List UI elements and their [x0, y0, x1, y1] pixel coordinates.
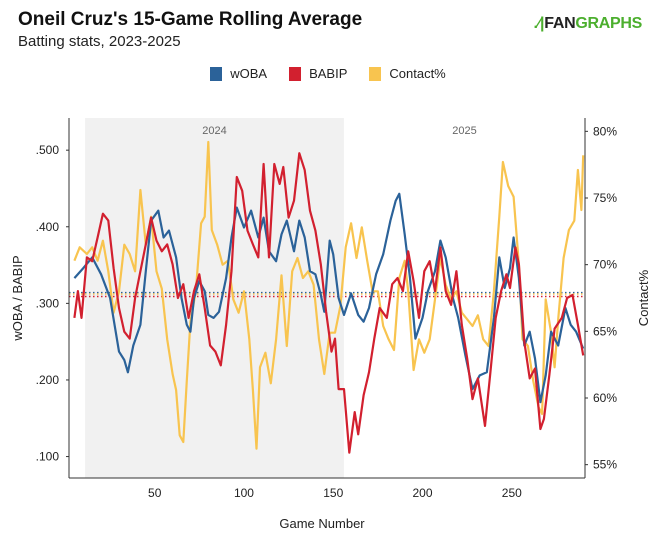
legend-swatch-babip	[289, 66, 302, 81]
x-tick-label: 200	[413, 486, 433, 500]
series-line-woba	[73, 192, 585, 404]
y-right-tick-label: 75%	[593, 191, 617, 205]
y-right-tick-label: 60%	[593, 391, 617, 405]
chart-title: Oneil Cruz's 15-Game Rolling Average	[18, 9, 363, 30]
fangraphs-logo: .⁄|FANGRAPHS	[533, 15, 643, 33]
legend-label-contact: Contact%	[389, 66, 446, 81]
x-tick-label: 150	[323, 486, 343, 500]
logo-player-icon: .⁄|	[533, 15, 545, 32]
logo-text-fan: FAN	[544, 15, 576, 32]
legend-swatch-contact	[369, 66, 382, 81]
chart-subtitle: Batting stats, 2023-2025	[18, 33, 181, 50]
legend-swatch-woba	[210, 66, 223, 81]
y-right-tick-label: 80%	[593, 124, 617, 138]
y-left-tick-label: .400	[36, 220, 60, 234]
x-tick-label: 100	[234, 486, 254, 500]
y-left-tick-label: .500	[36, 143, 60, 157]
y-axis-right-label: Contact%	[636, 269, 651, 326]
season-label-2025: 2025	[452, 125, 476, 137]
series-line-babip	[73, 152, 585, 454]
legend-item-woba: wOBA	[210, 66, 267, 81]
y-right-tick-label: 70%	[593, 258, 617, 272]
y-right-tick-label: 55%	[593, 458, 617, 472]
logo-text-graphs: GRAPHS	[575, 15, 642, 32]
season-band-2024	[85, 118, 344, 478]
y-left-tick-label: .200	[36, 373, 60, 387]
y-left-tick-label: .300	[36, 296, 60, 310]
legend-item-babip: BABIP	[289, 66, 347, 81]
legend-item-contact: Contact%	[369, 66, 446, 81]
y-axis-left-label: wOBA / BABIP	[10, 255, 25, 341]
x-axis-label: Game Number	[279, 516, 365, 531]
x-tick-label: 50	[148, 486, 162, 500]
y-left-tick-label: .100	[36, 450, 60, 464]
season-label-2024: 2024	[202, 125, 226, 137]
legend: wOBA BABIP Contact%	[0, 66, 656, 81]
y-right-tick-label: 65%	[593, 324, 617, 338]
legend-label-babip: BABIP	[309, 66, 348, 81]
legend-label-woba: wOBA	[230, 66, 268, 81]
x-tick-label: 250	[502, 486, 522, 500]
